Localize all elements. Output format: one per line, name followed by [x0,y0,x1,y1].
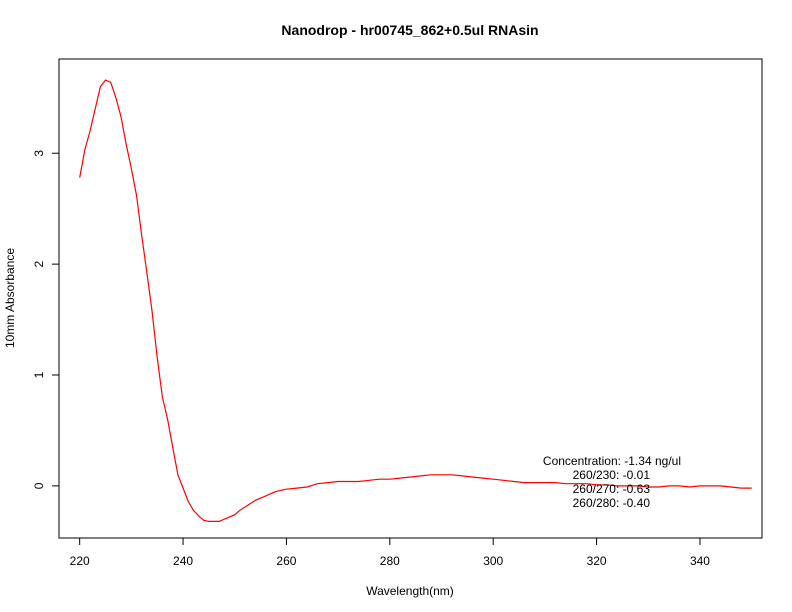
y-tick-label: 2 [32,260,46,267]
y-tick-label: 3 [32,150,46,157]
x-tick-label: 300 [483,554,503,568]
x-tick-label: 340 [690,554,710,568]
x-axis: 220 240 260 280 300 320 340 [70,537,710,568]
y-tick-label: 1 [32,371,46,378]
ratio-260-280-text: 260/280: -0.40 [573,496,651,510]
x-tick-label: 260 [276,554,296,568]
x-axis-label: Wavelength(nm) [366,584,454,598]
x-tick-label: 280 [380,554,400,568]
x-tick-label: 220 [70,554,90,568]
ratio-260-270-text: 260/270: -0.63 [573,482,651,496]
concentration-text: Concentration: -1.34 ng/ul [543,454,681,468]
y-axis-label: 10mm Absorbance [3,248,17,348]
ratio-260-230-text: 260/230: -0.01 [573,468,651,482]
y-axis: 0 1 2 3 [32,150,60,489]
chart-title: Nanodrop - hr00745_862+0.5ul RNAsin [281,22,538,38]
stats-annotation: Concentration: -1.34 ng/ul 260/230: -0.0… [543,454,681,510]
y-tick-label: 0 [32,482,46,489]
absorbance-series-line [79,79,752,522]
x-tick-label: 320 [587,554,607,568]
x-tick-label: 240 [173,554,193,568]
